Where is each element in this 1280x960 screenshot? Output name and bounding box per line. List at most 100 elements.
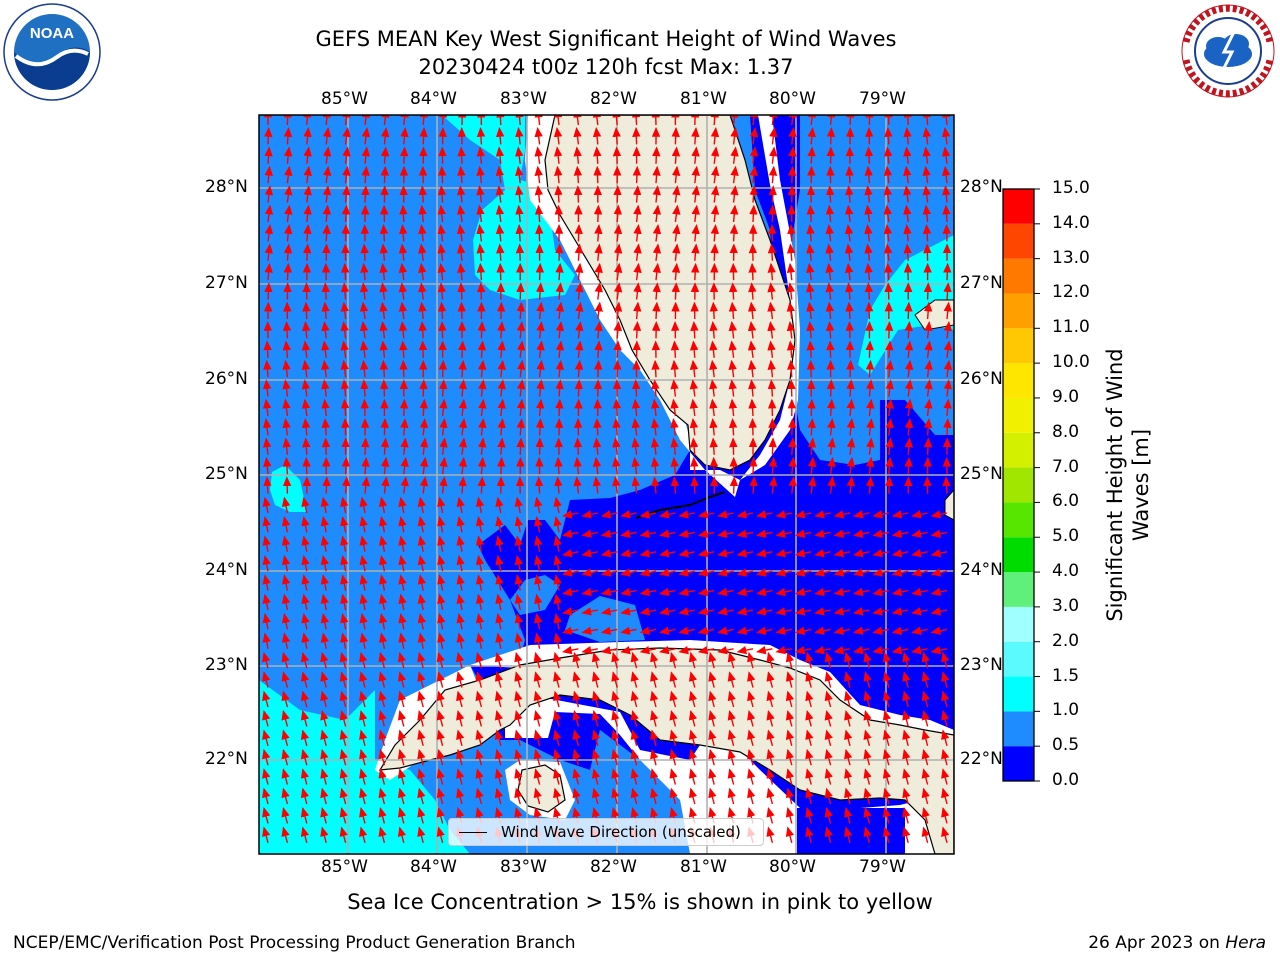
wave-direction-arrow [360, 379, 369, 397]
wave-direction-arrow [767, 379, 777, 397]
wave-direction-arrow [846, 476, 855, 494]
wave-direction-arrow [708, 690, 717, 708]
wave-direction-arrow [262, 710, 271, 727]
colorbar [1002, 188, 1040, 782]
wave-direction-arrow [942, 185, 951, 203]
wave-direction-arrow [864, 262, 873, 281]
colorbar-tick-label: 15.0 [1052, 178, 1090, 198]
wave-direction-arrow [786, 262, 796, 281]
wave-direction-arrow [814, 568, 831, 577]
wave-direction-arrow [322, 165, 332, 184]
wave-direction-arrow [885, 418, 894, 436]
wave-direction-arrow [814, 626, 831, 635]
wave-direction-arrow [458, 398, 468, 417]
wave-direction-arrow [573, 115, 582, 126]
wave-direction-arrow [264, 262, 273, 281]
wave-direction-arrow [882, 671, 892, 688]
wave-direction-arrow [320, 671, 329, 688]
wave-direction-arrow [264, 165, 273, 184]
wave-direction-arrow [747, 359, 757, 378]
wave-direction-arrow [574, 224, 583, 242]
colorbar-segment [1003, 467, 1034, 503]
wave-direction-arrow [262, 496, 271, 514]
wave-direction-arrow [788, 476, 797, 494]
wave-direction-arrow [921, 651, 930, 669]
wave-direction-arrow [495, 204, 505, 223]
wave-direction-arrow [671, 127, 680, 145]
wave-direction-arrow [736, 568, 754, 577]
wave-direction-arrow [475, 574, 485, 591]
wave-direction-arrow [903, 262, 913, 281]
noaa-logo: NOAA [3, 3, 101, 101]
wave-direction-arrow [613, 204, 622, 223]
wave-direction-arrow [283, 127, 293, 145]
wave-direction-arrow [747, 301, 757, 320]
wave-direction-arrow [536, 340, 545, 358]
wave-direction-arrow [633, 204, 642, 223]
wave-direction-arrow [844, 651, 853, 669]
wave-direction-arrow [301, 496, 310, 514]
wave-direction-arrow [786, 282, 796, 300]
wave-direction-arrow [320, 496, 329, 514]
wave-direction-arrow [891, 646, 909, 655]
lat-tick-label: 26°N [960, 369, 1003, 389]
wave-direction-arrow [495, 632, 504, 649]
wave-direction-arrow [806, 282, 815, 300]
wave-direction-arrow [437, 516, 446, 533]
wave-direction-arrow [883, 224, 893, 242]
wave-direction-arrow [612, 437, 621, 455]
wave-direction-arrow [494, 671, 504, 688]
wave-direction-arrow [672, 243, 681, 261]
wave-direction-arrow [611, 710, 620, 727]
wave-direction-arrow [730, 165, 739, 184]
wave-direction-arrow [884, 321, 894, 339]
wave-direction-arrow [691, 146, 700, 164]
wave-direction-arrow [678, 587, 695, 597]
wave-direction-arrow [600, 529, 618, 538]
wave-direction-arrow [882, 651, 892, 669]
wave-direction-arrow [591, 710, 601, 727]
wave-direction-arrow [911, 529, 928, 538]
wave-direction-arrow [320, 613, 329, 630]
wave-direction-arrow [555, 321, 565, 339]
wave-direction-arrow [659, 549, 676, 558]
wave-direction-arrow [418, 185, 427, 203]
wave-direction-arrow [575, 282, 584, 300]
wave-direction-arrow [282, 321, 292, 339]
wave-direction-arrow [728, 398, 738, 417]
wave-direction-arrow [756, 626, 773, 635]
wave-direction-arrow [807, 146, 816, 164]
wave-direction-arrow [456, 651, 465, 669]
chart-title: GEFS MEAN Key West Significant Height of… [315, 27, 897, 51]
wave-direction-arrow [398, 613, 407, 630]
wave-direction-arrow [476, 282, 486, 300]
wave-direction-arrow [514, 671, 523, 688]
wave-direction-arrow [339, 651, 348, 669]
wave-direction-arrow [574, 359, 584, 378]
wave-direction-arrow [554, 476, 563, 494]
wave-direction-arrow [825, 224, 834, 242]
wave-direction-arrow [872, 568, 889, 577]
wave-direction-arrow [284, 165, 293, 184]
wave-direction-arrow [594, 224, 603, 242]
wave-direction-arrow [340, 398, 350, 417]
wave-direction-arrow [458, 418, 468, 436]
wave-direction-arrow [690, 476, 699, 494]
wave-direction-arrow [709, 398, 718, 417]
wave-direction-arrow [494, 710, 504, 727]
wave-direction-arrow [891, 626, 909, 635]
wave-direction-arrow [533, 671, 542, 688]
wave-direction-arrow [594, 262, 603, 281]
wave-direction-arrow [690, 321, 699, 339]
wave-direction-arrow [866, 437, 875, 455]
wave-direction-arrow [262, 651, 271, 669]
wave-direction-arrow [497, 379, 506, 397]
wave-direction-arrow [475, 651, 484, 669]
wave-direction-arrow [476, 243, 485, 261]
wave-direction-arrow [672, 204, 681, 223]
wave-direction-arrow [263, 340, 272, 358]
colorbar-tick-label: 11.0 [1052, 317, 1090, 338]
wave-direction-arrow [340, 574, 349, 591]
colorbar-tick-label: 1.0 [1052, 700, 1080, 721]
wave-direction-arrow [844, 204, 854, 223]
